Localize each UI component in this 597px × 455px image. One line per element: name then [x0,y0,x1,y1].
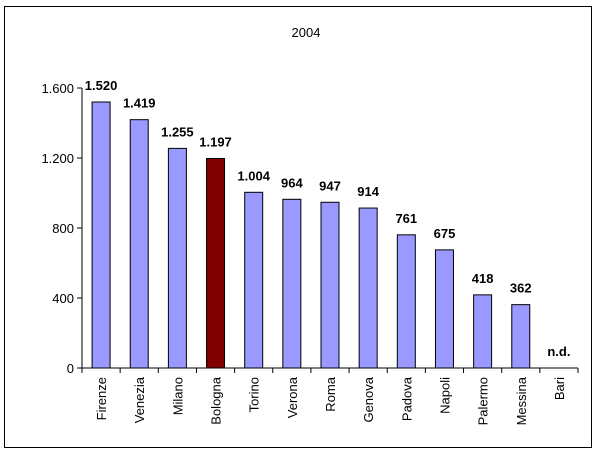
bar-padova [396,234,416,369]
bar-messina [511,304,531,369]
bar-milano [167,147,187,369]
x-tick-label-padova: Padova [399,376,414,421]
y-tick-label: 800 [52,221,74,236]
x-tick-label-genova: Genova [361,376,376,422]
y-tick-label: 400 [52,291,74,306]
x-tick-label-milano: Milano [170,377,185,415]
data-label-venezia: 1.419 [123,96,156,111]
bars [91,101,531,369]
data-label-palermo: 418 [472,271,494,286]
x-tick-label-palermo: Palermo [476,377,491,425]
data-label-roma: 947 [319,178,341,193]
x-tick-label-napoli: Napoli [437,377,452,414]
x-tick-label-venezia: Venezia [132,376,147,423]
y-tick-label: 0 [67,361,74,376]
x-tick-label-torino: Torino [247,377,262,412]
x-tick-label-bari: Bari [552,377,567,400]
x-tick-label-bologna: Bologna [209,376,224,424]
data-label-padova: 761 [395,211,417,226]
x-tick-label-roma: Roma [323,376,338,411]
data-label-verona: 964 [281,175,303,190]
data-label-bologna: 1.197 [199,135,232,150]
bar-roma [320,201,340,369]
data-labels: 1.520 1.419 1.255 1.197 1.004 964 947 914 761 675… [85,78,571,359]
bar-napoli [434,249,454,369]
data-label-napoli: 675 [434,226,456,241]
data-label-genova: 914 [357,184,379,199]
x-tick-label-firenze: Firenze [94,377,109,420]
y-tick-labels: 0 400 800 1.200 1.600 [41,81,74,376]
data-label-messina: 362 [510,281,532,296]
data-label-torino: 1.004 [237,168,270,183]
bar-firenze [91,101,111,369]
data-label-bari: n.d. [547,344,570,359]
data-label-milano: 1.255 [161,124,194,139]
bar-bologna [206,158,226,369]
bar-venezia [129,119,149,369]
data-label-firenze: 1.520 [85,78,118,93]
chart-title: 2004 [292,25,321,40]
x-tick-label-messina: Messina [514,376,529,425]
bar-verona [282,198,302,369]
y-tick-label: 1.200 [41,151,74,166]
bar-palermo [473,294,493,369]
x-tick-labels: Firenze Venezia Milano Bologna Torino Verona R… [94,376,567,425]
x-tick-label-verona: Verona [285,376,300,418]
bar-genova [358,207,378,369]
bar-torino [244,191,264,369]
y-tick-label: 1.600 [41,81,74,96]
